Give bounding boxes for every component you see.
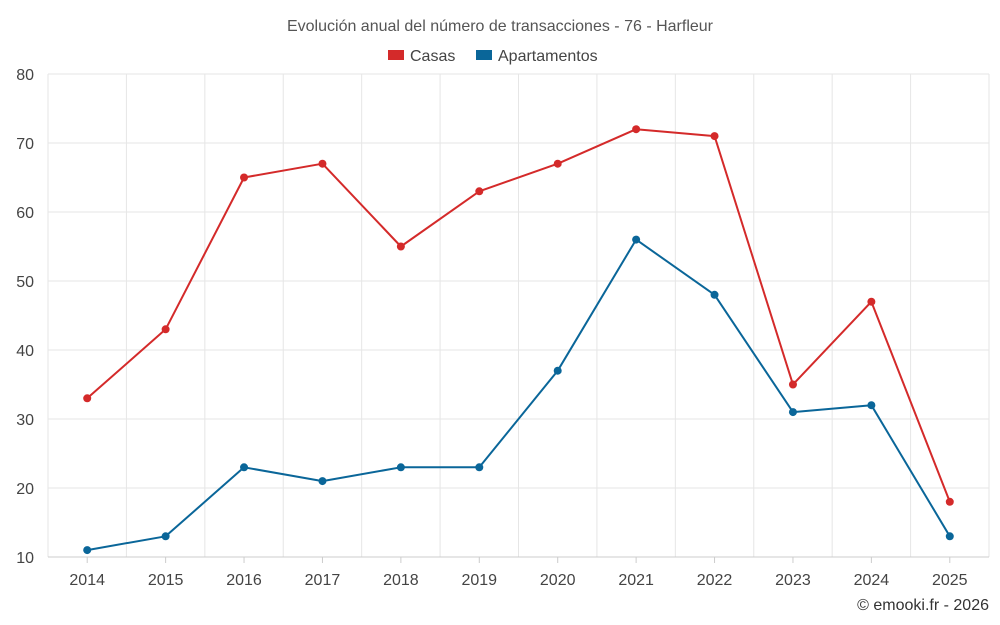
- series-line-casas: [86, 128, 951, 503]
- data-point-apartamentos[interactable]: [945, 532, 954, 541]
- x-tick-label: 2015: [148, 572, 184, 589]
- data-point-casas[interactable]: [788, 380, 797, 389]
- data-point-casas[interactable]: [161, 325, 170, 334]
- y-tick-label: 40: [16, 343, 34, 360]
- series-casas: [83, 125, 954, 506]
- y-tick-label: 50: [16, 274, 34, 291]
- legend-swatch-casas: [388, 50, 404, 60]
- x-tick-label: 2023: [775, 572, 811, 589]
- data-point-apartamentos[interactable]: [83, 546, 92, 555]
- data-point-casas[interactable]: [632, 125, 641, 134]
- data-point-casas[interactable]: [318, 159, 327, 168]
- y-tick-label: 30: [16, 412, 34, 429]
- data-point-apartamentos[interactable]: [161, 532, 170, 541]
- x-tick-label: 2021: [618, 572, 654, 589]
- series-line-apartamentos: [87, 238, 951, 552]
- series-apartamentos: [83, 235, 954, 555]
- x-tick-label: 2017: [305, 572, 341, 589]
- x-axis-ticks: 2014 2015 2016 2017 2018 2019 2020 2021 2022 2023…: [69, 557, 968, 589]
- chart-title: Evolución anual del número de transaccio…: [287, 18, 714, 35]
- series-group: [83, 125, 954, 555]
- x-tick-label: 2024: [854, 572, 890, 589]
- y-tick-label: 70: [16, 136, 34, 153]
- data-point-casas[interactable]: [83, 394, 92, 403]
- data-point-casas[interactable]: [553, 159, 562, 168]
- x-tick-label: 2014: [69, 572, 105, 589]
- credit-text: © emooki.fr - 2026: [857, 597, 989, 614]
- data-point-apartamentos[interactable]: [240, 463, 249, 472]
- y-tick-label: 10: [16, 550, 34, 567]
- data-point-apartamentos[interactable]: [788, 408, 797, 417]
- x-tick-label: 2020: [540, 572, 576, 589]
- grid: [47, 73, 990, 558]
- x-tick-label: 2019: [461, 572, 497, 589]
- data-point-apartamentos[interactable]: [632, 235, 641, 244]
- data-point-casas[interactable]: [396, 242, 405, 251]
- data-point-apartamentos[interactable]: [318, 477, 327, 486]
- y-tick-label: 80: [16, 67, 34, 84]
- data-point-casas[interactable]: [475, 187, 484, 196]
- data-point-apartamentos[interactable]: [553, 366, 562, 375]
- data-point-apartamentos[interactable]: [710, 290, 719, 299]
- data-point-apartamentos[interactable]: [867, 401, 876, 410]
- x-tick-label: 2025: [932, 572, 968, 589]
- x-tick-label: 2018: [383, 572, 419, 589]
- data-point-casas[interactable]: [945, 497, 954, 506]
- data-point-casas[interactable]: [867, 297, 876, 306]
- data-point-apartamentos[interactable]: [475, 463, 484, 472]
- legend-label-apartamentos[interactable]: Apartamentos: [498, 48, 598, 65]
- legend-label-casas[interactable]: Casas: [410, 48, 455, 65]
- y-axis-ticks: 10 20 30 40 50 60 70 80: [16, 67, 34, 567]
- x-tick-label: 2016: [226, 572, 262, 589]
- y-tick-label: 60: [16, 205, 34, 222]
- data-point-apartamentos[interactable]: [396, 463, 405, 472]
- data-point-casas[interactable]: [240, 173, 249, 182]
- y-tick-label: 20: [16, 481, 34, 498]
- legend-swatch-apartamentos: [476, 50, 492, 60]
- legend: Casas Apartamentos: [388, 48, 598, 65]
- data-point-casas[interactable]: [710, 132, 719, 141]
- x-tick-label: 2022: [697, 572, 733, 589]
